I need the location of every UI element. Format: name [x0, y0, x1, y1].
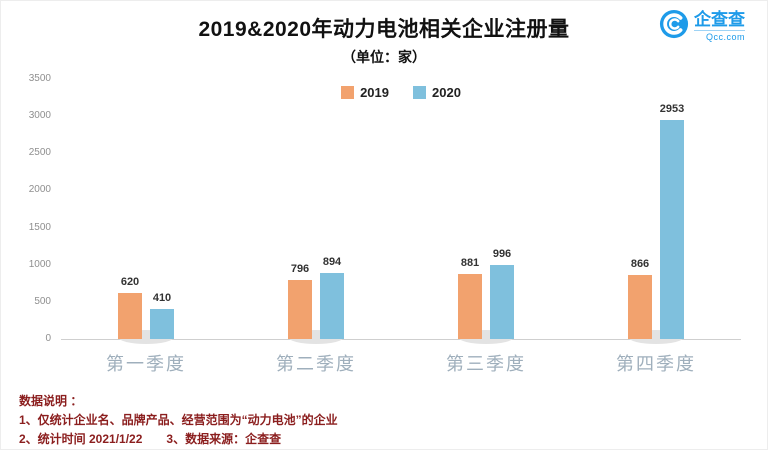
qcc-logo-domain: Qcc.com — [694, 30, 745, 42]
bar-2020-q1: 410 — [150, 292, 174, 339]
bar-value-label: 2953 — [659, 103, 685, 115]
chart-subtitle: （单位：家） — [342, 49, 426, 65]
y-tick-label: 3000 — [28, 110, 51, 122]
qcc-logo-name: 企查查 — [694, 10, 745, 29]
x-axis-label: 第四季度 — [616, 354, 696, 374]
bar-2019-q2: 796 — [288, 263, 312, 339]
legend-swatch-2019 — [341, 86, 355, 99]
chart-legend: 2019 2020 — [61, 85, 741, 100]
bar-value-label: 894 — [322, 256, 342, 268]
bar-group: 796 894 — [231, 256, 401, 344]
note-line-heading: 数据说明 ： — [19, 394, 83, 408]
x-axis-label: 第一季度 — [106, 354, 186, 374]
bar-value-label: 866 — [630, 258, 650, 270]
bar-group: 881 996 — [401, 248, 571, 344]
legend-swatch-2020 — [413, 86, 426, 99]
bar-2019-q1: 620 — [118, 276, 142, 339]
y-tick-label: 3500 — [28, 73, 51, 84]
legend-item-2020: 2020 — [413, 85, 461, 100]
bar-value-label: 996 — [492, 248, 512, 260]
y-tick-label: 2500 — [28, 147, 51, 159]
bar-value-label: 410 — [152, 292, 172, 304]
x-labels: 第一季度 第二季度 第三季度 第四季度 — [61, 350, 741, 376]
x-axis-label: 第三季度 — [446, 354, 526, 374]
legend-label-2020: 2020 — [432, 85, 461, 100]
bar-value-label: 620 — [120, 276, 140, 288]
bar-2020-q3: 996 — [490, 248, 514, 339]
note-line-1: 1、仅统计企业名、品牌产品、经营范围为“动力电池”的企业 — [19, 413, 338, 428]
chart-area: 0 500 1000 1500 2000 2500 3000 3500 2019 2020 6… — [15, 73, 741, 376]
bar-2019-q3: 881 — [458, 257, 482, 339]
y-tick-label: 2000 — [28, 184, 51, 196]
qcc-logo-icon — [659, 9, 689, 44]
legend-item-2019: 2019 — [341, 85, 389, 100]
bar-group: 866 2953 — [571, 103, 741, 344]
chart-header: 2019&2020年动力电池相关企业注册量 （单位：家） 企查查 Qcc.com — [1, 1, 767, 67]
note-line-2: 2、统计时间 2021/1/22 3、数据来源：企查查 — [19, 432, 282, 447]
bar-2020-q2: 894 — [320, 256, 344, 339]
qcc-logo: 企查查 Qcc.com — [659, 9, 745, 44]
y-tick-label: 500 — [34, 295, 51, 307]
y-tick-label: 1000 — [28, 258, 51, 270]
bar-2020-q4: 2953 — [660, 103, 684, 339]
plot-groups: 620 410 796 894 881 996 866 2953 — [61, 79, 741, 344]
y-axis: 0 500 1000 1500 2000 2500 3000 3500 — [15, 73, 57, 344]
data-notes: 数据说明 ： 1、仅统计企业名、品牌产品、经营范围为“动力电池”的企业 2、统计… — [19, 392, 767, 450]
bar-value-label: 881 — [460, 257, 480, 269]
bar-group: 620 410 — [61, 276, 231, 344]
x-axis-label: 第二季度 — [276, 354, 356, 374]
page-title: 2019&2020年动力电池相关企业注册量 — [198, 18, 570, 41]
y-tick-label: 1500 — [28, 221, 51, 233]
legend-label-2019: 2019 — [360, 85, 389, 100]
bar-value-label: 796 — [290, 263, 310, 275]
bar-2019-q4: 866 — [628, 258, 652, 339]
y-tick-label: 0 — [45, 333, 51, 344]
